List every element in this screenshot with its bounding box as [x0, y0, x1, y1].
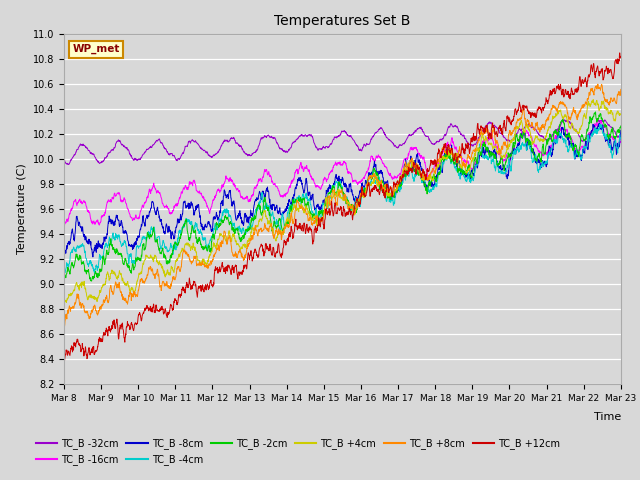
Line: TC_B -32cm: TC_B -32cm: [64, 120, 621, 165]
TC_B -4cm: [596, 121, 604, 127]
Line: TC_B -16cm: TC_B -16cm: [64, 121, 621, 228]
TC_B -16cm: [371, 159, 378, 165]
Line: TC_B +4cm: TC_B +4cm: [64, 99, 621, 303]
TC_B +4cm: [371, 176, 378, 181]
TC_B -32cm: [60, 157, 68, 163]
TC_B -32cm: [371, 131, 379, 136]
TC_B -16cm: [504, 154, 512, 159]
TC_B +4cm: [358, 192, 366, 198]
TC_B -8cm: [617, 128, 625, 133]
TC_B -32cm: [216, 147, 223, 153]
TC_B +12cm: [583, 84, 591, 90]
TC_B +8cm: [504, 134, 512, 140]
TC_B +12cm: [371, 183, 378, 189]
TC_B -16cm: [583, 140, 591, 145]
TC_B +4cm: [617, 111, 625, 117]
TC_B -4cm: [584, 139, 591, 145]
TC_B -2cm: [568, 141, 575, 147]
TC_B +12cm: [60, 360, 68, 365]
TC_B -4cm: [617, 135, 625, 141]
TC_B +12cm: [358, 184, 366, 190]
TC_B -8cm: [595, 120, 603, 126]
TC_B -8cm: [89, 254, 97, 260]
TC_B +8cm: [371, 172, 379, 178]
TC_B +4cm: [504, 146, 512, 152]
TC_B -4cm: [504, 159, 512, 165]
TC_B +4cm: [568, 120, 575, 126]
TC_B -4cm: [216, 218, 223, 224]
TC_B -2cm: [504, 151, 512, 156]
Text: WP_met: WP_met: [72, 44, 120, 54]
TC_B -32cm: [617, 133, 625, 139]
TC_B +12cm: [504, 116, 512, 121]
TC_B -32cm: [65, 162, 72, 168]
TC_B -32cm: [584, 132, 591, 138]
TC_B -4cm: [359, 187, 367, 193]
TC_B -8cm: [216, 212, 223, 218]
TC_B -2cm: [592, 109, 600, 115]
TC_B -16cm: [216, 187, 223, 193]
TC_B -32cm: [560, 117, 568, 122]
TC_B +12cm: [568, 85, 575, 91]
TC_B -8cm: [568, 141, 575, 147]
Line: TC_B +12cm: TC_B +12cm: [64, 53, 621, 362]
TC_B -8cm: [60, 249, 68, 254]
TC_B -4cm: [371, 178, 379, 184]
Legend: TC_B -32cm, TC_B -16cm, TC_B -8cm, TC_B -4cm, TC_B -2cm, TC_B +4cm, TC_B +8cm, T: TC_B -32cm, TC_B -16cm, TC_B -8cm, TC_B …: [32, 434, 564, 469]
TC_B -2cm: [371, 168, 379, 174]
TC_B +12cm: [617, 55, 625, 60]
TC_B -8cm: [504, 168, 512, 174]
Y-axis label: Temperature (C): Temperature (C): [17, 163, 28, 254]
TC_B -4cm: [60, 266, 68, 272]
TC_B -16cm: [568, 136, 575, 142]
Line: TC_B -4cm: TC_B -4cm: [64, 124, 621, 273]
TC_B +12cm: [616, 50, 623, 56]
TC_B -2cm: [359, 189, 367, 194]
TC_B -2cm: [60, 273, 68, 278]
Title: Temperatures Set B: Temperatures Set B: [274, 14, 411, 28]
Line: TC_B -2cm: TC_B -2cm: [64, 112, 621, 281]
TC_B -32cm: [359, 145, 367, 151]
TC_B -4cm: [91, 270, 99, 276]
TC_B -4cm: [568, 142, 575, 148]
TC_B -16cm: [358, 178, 366, 184]
Line: TC_B +8cm: TC_B +8cm: [64, 84, 621, 326]
TC_B +8cm: [617, 86, 625, 92]
TC_B -8cm: [371, 162, 379, 168]
TC_B +8cm: [60, 323, 68, 328]
TC_B +4cm: [589, 96, 597, 102]
TC_B +8cm: [584, 96, 591, 102]
TC_B -2cm: [617, 123, 625, 129]
TC_B -32cm: [504, 137, 512, 143]
TC_B +4cm: [216, 234, 223, 240]
TC_B -2cm: [216, 221, 223, 227]
TC_B +8cm: [216, 244, 223, 250]
TC_B -2cm: [584, 126, 591, 132]
TC_B +8cm: [359, 190, 367, 196]
TC_B +8cm: [594, 81, 602, 87]
TC_B -16cm: [617, 139, 625, 144]
Line: TC_B -8cm: TC_B -8cm: [64, 123, 621, 257]
TC_B -32cm: [568, 123, 576, 129]
TC_B -8cm: [584, 144, 591, 150]
TC_B -16cm: [60, 225, 68, 230]
TC_B +4cm: [583, 108, 591, 113]
Text: Time: Time: [593, 412, 621, 422]
TC_B -16cm: [597, 118, 605, 124]
TC_B +12cm: [216, 266, 223, 272]
TC_B +4cm: [60, 300, 68, 306]
TC_B -8cm: [359, 182, 367, 188]
TC_B +8cm: [568, 112, 575, 118]
TC_B +8cm: [61, 324, 68, 329]
TC_B -2cm: [88, 278, 95, 284]
